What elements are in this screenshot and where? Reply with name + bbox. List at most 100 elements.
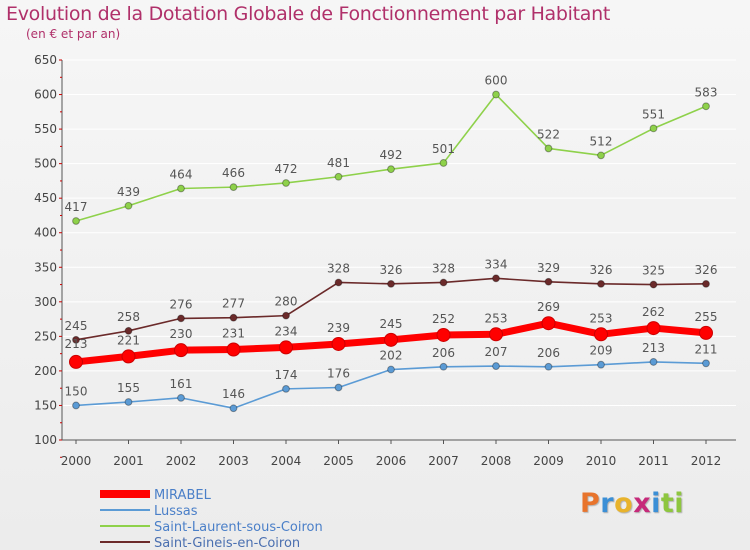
data-point [702, 359, 710, 368]
y-tick-label: 250 [34, 329, 57, 343]
series-lussas [72, 358, 710, 413]
y-tick-label: 100 [34, 433, 57, 447]
data-label: 464 [170, 168, 193, 182]
data-point [489, 327, 503, 342]
data-point [229, 313, 238, 322]
data-point [177, 393, 185, 402]
logo-letter: i [651, 488, 661, 519]
data-point [334, 172, 343, 181]
data-label: 276 [170, 297, 193, 311]
y-tick-label: 650 [34, 53, 57, 67]
data-label: 209 [590, 344, 613, 358]
data-label: 231 [222, 326, 245, 340]
data-label: 600 [485, 74, 508, 88]
data-point [282, 179, 290, 187]
data-label: 328 [327, 261, 350, 275]
data-point [121, 349, 136, 364]
data-point [177, 184, 185, 193]
data-point [334, 278, 343, 287]
data-point [649, 280, 658, 289]
data-label: 150 [65, 384, 88, 398]
data-point [646, 321, 661, 336]
data-label: 213 [642, 341, 665, 355]
y-tick-label: 450 [34, 191, 57, 205]
series-saint-laurent-sous-coiron [72, 90, 710, 225]
data-label: 417 [65, 200, 88, 214]
data-label: 439 [117, 185, 140, 199]
data-point [649, 124, 658, 133]
data-point [72, 217, 80, 225]
chart-title: Evolution de la Dotation Globale de Fonc… [6, 3, 611, 25]
data-point [541, 316, 556, 331]
data-point [229, 183, 238, 192]
data-point [597, 360, 605, 369]
data-point [387, 165, 395, 174]
data-point [282, 311, 290, 320]
y-tick-label: 200 [34, 364, 57, 378]
y-tick-label: 350 [34, 260, 57, 274]
y-tick-label: 400 [34, 226, 57, 240]
logo-letter: t [660, 488, 675, 519]
data-label: 211 [695, 342, 718, 356]
data-point [331, 336, 346, 351]
data-label: 234 [275, 324, 298, 338]
data-label: 239 [327, 321, 350, 335]
data-label: 522 [537, 127, 560, 141]
data-label: 245 [380, 317, 403, 331]
data-label: 176 [327, 366, 350, 380]
y-tick-label: 300 [34, 295, 57, 309]
data-label: 328 [432, 261, 455, 275]
data-point [124, 201, 133, 210]
legend-label: Lussas [154, 504, 198, 519]
data-point [439, 278, 448, 287]
data-point [544, 144, 553, 153]
data-label: 206 [537, 346, 560, 360]
data-point [492, 90, 500, 99]
data-label: 325 [642, 264, 665, 278]
data-label: 466 [222, 166, 245, 180]
data-point [282, 384, 290, 393]
legend: MIRABELLussasSaint-Laurent-sous-CoironSa… [100, 488, 323, 550]
data-point [229, 404, 238, 413]
logo-letter: P [580, 488, 601, 519]
data-label: 213 [65, 337, 88, 351]
data-label: 207 [485, 345, 508, 359]
data-point [174, 343, 188, 358]
data-label: 277 [222, 297, 245, 311]
data-label: 245 [65, 319, 88, 333]
x-tick-label: 2001 [113, 454, 144, 468]
data-label: 255 [695, 310, 718, 324]
data-label: 269 [537, 300, 560, 314]
data-label: 202 [380, 349, 403, 363]
data-point [226, 342, 241, 357]
x-tick-label: 2002 [166, 454, 197, 468]
series-saint-gineis-en-coiron [72, 274, 710, 344]
data-label: 334 [485, 257, 508, 271]
data-point [439, 159, 448, 167]
x-tick-label: 2005 [323, 454, 354, 468]
data-label: 230 [170, 327, 193, 341]
legend-label: Saint-Gineis-en-Coiron [154, 536, 300, 550]
data-label: 161 [170, 377, 193, 391]
data-point [544, 277, 553, 286]
x-tick-label: 2011 [638, 454, 669, 468]
x-tick-label: 2004 [271, 454, 302, 468]
x-tick-label: 2010 [586, 454, 617, 468]
y-tick-label: 600 [34, 88, 57, 102]
data-point [702, 279, 710, 288]
data-label: 501 [432, 142, 455, 156]
data-label: 492 [380, 148, 403, 162]
y-tick-label: 550 [34, 122, 57, 136]
data-point [124, 398, 133, 406]
data-label: 155 [117, 381, 140, 395]
data-label: 252 [432, 312, 455, 326]
data-point [177, 314, 185, 323]
data-point [702, 102, 710, 111]
data-point [72, 335, 80, 344]
x-tick-label: 2008 [481, 454, 512, 468]
chart-subtitle: (en € et par an) [26, 27, 121, 41]
data-point [439, 362, 448, 371]
data-labels-saint-gineis-en-coiron: 245 258 276 277 280 328 326 328 334 329 326 325 326 [65, 257, 718, 332]
